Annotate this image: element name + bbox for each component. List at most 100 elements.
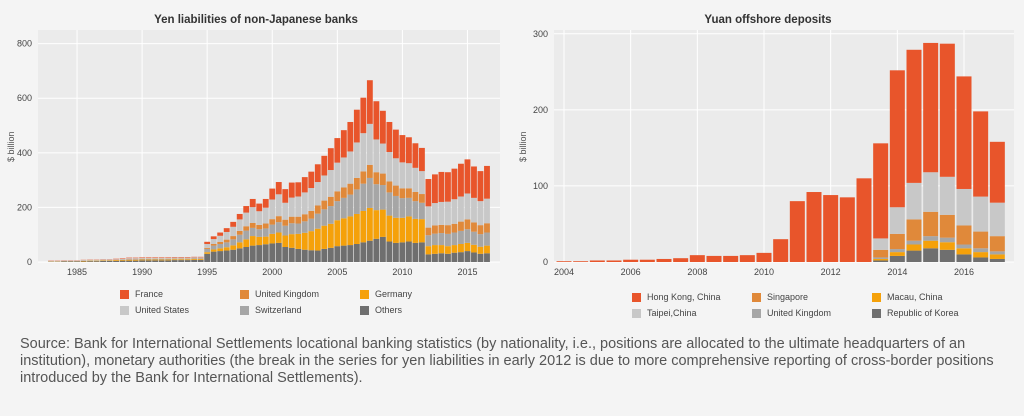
bar-segment xyxy=(889,70,905,208)
bar-segment xyxy=(282,246,289,262)
bar-segment xyxy=(230,236,237,240)
bar-segment xyxy=(399,135,406,163)
bar-segment xyxy=(399,198,406,218)
bar-segment xyxy=(132,258,139,259)
chart-legend: France United Kingdom Germany United States… xyxy=(120,289,470,315)
bar-segment xyxy=(288,216,295,224)
legend-swatch xyxy=(872,308,881,318)
bar-segment xyxy=(308,250,315,262)
bar-segment xyxy=(392,185,399,196)
bar-segment xyxy=(451,232,458,246)
bar-segment xyxy=(412,218,419,243)
bar-segment xyxy=(340,187,347,198)
legend-label: Republic of Korea xyxy=(887,308,959,318)
bar-segment xyxy=(113,260,120,261)
bar-segment xyxy=(119,258,126,260)
chart-title: Yuan offshore deposits xyxy=(704,14,832,26)
bar-segment xyxy=(425,206,432,228)
bar-segment xyxy=(412,143,419,168)
legend-swatch xyxy=(240,305,249,315)
bar-segment xyxy=(152,257,159,258)
bar-segment xyxy=(210,249,217,252)
bar-segment xyxy=(236,242,243,249)
bar-segment xyxy=(139,257,146,259)
bar-segment xyxy=(360,171,367,184)
bar-segment xyxy=(295,223,302,234)
bar-segment xyxy=(178,257,185,258)
bar-segment xyxy=(432,245,438,254)
bar-segment xyxy=(989,251,1005,255)
bar-segment xyxy=(178,257,185,259)
bar-segment xyxy=(87,261,93,262)
bar-segment xyxy=(321,155,328,176)
bar-segment xyxy=(379,143,386,174)
bar-segment xyxy=(314,182,321,206)
bar-segment xyxy=(379,110,386,144)
bar-segment xyxy=(126,259,133,261)
bar-segment xyxy=(236,234,243,243)
yen-chart-svg: 0 200 400 600 800 1985 1990 1995 2000 2005 2010 201… xyxy=(17,30,500,277)
bar-segment xyxy=(184,259,191,261)
bar-segment xyxy=(223,239,230,243)
bar-segment xyxy=(445,233,451,247)
legend-label: Germany xyxy=(375,289,413,299)
bar-segment xyxy=(477,234,484,247)
legend-item: Macau, China xyxy=(872,292,982,302)
bar-segment xyxy=(366,123,373,165)
bar-segment xyxy=(236,219,243,231)
bar-segment xyxy=(132,257,139,259)
bar-segment xyxy=(405,188,412,198)
bar-segment xyxy=(438,224,445,234)
bar-segment xyxy=(314,205,321,214)
bar-segment xyxy=(392,158,399,186)
bar-segment xyxy=(139,260,146,262)
bar-segment xyxy=(191,258,198,259)
bar-segment xyxy=(178,258,185,260)
bar-segment xyxy=(484,253,490,262)
bar-segment xyxy=(80,260,87,262)
bar-segment xyxy=(295,196,302,217)
bar-segment xyxy=(295,182,302,197)
bar-segment xyxy=(418,194,425,203)
bar-segment xyxy=(106,259,113,261)
bar-segment xyxy=(171,257,178,258)
bar-segment xyxy=(204,248,211,253)
bar-segment xyxy=(823,195,839,262)
bar-segment xyxy=(360,242,367,262)
bar-segment xyxy=(386,241,393,262)
bar-segment xyxy=(347,245,354,262)
bar-segment xyxy=(256,229,263,237)
x-tick-label: 1990 xyxy=(132,267,152,277)
bar-segment xyxy=(418,147,425,172)
bar-segment xyxy=(236,230,243,235)
bar-segment xyxy=(438,171,445,202)
bar-segment xyxy=(256,245,263,262)
bar-segment xyxy=(282,189,289,203)
bar-segment xyxy=(210,245,217,250)
bar-segment xyxy=(87,260,93,262)
bar-segment xyxy=(184,260,191,262)
bar-segment xyxy=(178,259,185,261)
legend-swatch xyxy=(632,292,641,302)
bar-segment xyxy=(158,257,165,259)
bar-segment xyxy=(445,201,451,226)
series-germany xyxy=(48,207,490,262)
bar-segment xyxy=(119,258,126,259)
bar-segment xyxy=(399,242,406,262)
bar-segment xyxy=(889,249,905,253)
bar-segment xyxy=(360,97,367,134)
bar-segment xyxy=(178,260,185,262)
bar-segment xyxy=(445,172,451,202)
bar-segment xyxy=(939,176,955,215)
bar-segment xyxy=(334,138,341,163)
bar-segment xyxy=(217,241,224,244)
bar-segment xyxy=(61,261,67,262)
bar-segment xyxy=(184,258,191,260)
bar-segment xyxy=(464,251,471,262)
bar-segment xyxy=(184,257,191,258)
legend-item: Switzerland xyxy=(240,305,350,315)
bar-segment xyxy=(217,251,224,262)
bar-segment xyxy=(165,260,172,262)
legend-swatch xyxy=(752,308,761,318)
series-united-kingdom xyxy=(873,236,1005,259)
